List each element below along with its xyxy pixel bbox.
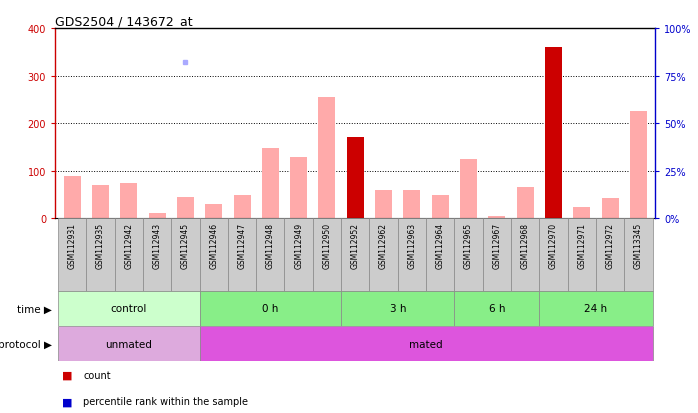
Text: ■: ■ [62,370,73,380]
Text: GSM112967: GSM112967 [492,223,501,268]
Text: GDS2504 / 143672_at: GDS2504 / 143672_at [55,15,193,28]
Bar [149,213,165,219]
Text: GSM112962: GSM112962 [379,223,388,268]
Bar [369,219,398,291]
Bar [262,149,279,219]
Bar [200,326,653,361]
Bar [545,48,562,219]
Text: count: count [83,370,111,380]
Bar [64,176,81,219]
Bar [285,219,313,291]
Bar [290,157,307,219]
Bar [375,190,392,219]
Bar [403,190,420,219]
Bar [596,219,624,291]
Text: mated: mated [409,339,443,349]
Bar [624,219,653,291]
Bar [58,291,200,326]
Bar [573,207,591,219]
Text: unmated: unmated [105,339,152,349]
Text: GSM112935: GSM112935 [96,223,105,268]
Bar [256,219,285,291]
Text: GSM112943: GSM112943 [153,223,161,268]
Bar [432,195,449,219]
Bar [58,219,87,291]
Bar [483,219,511,291]
Bar [630,112,647,219]
Bar [602,199,618,219]
Text: 24 h: 24 h [584,304,607,314]
Text: 0 h: 0 h [262,304,279,314]
Bar [234,195,251,219]
Text: control: control [110,304,147,314]
Bar [120,183,138,219]
Bar [489,216,505,219]
Bar [205,205,222,219]
Text: 6 h: 6 h [489,304,505,314]
Bar [313,219,341,291]
Text: GSM112968: GSM112968 [521,223,530,268]
Bar [143,219,171,291]
Bar [341,219,369,291]
Text: GSM112949: GSM112949 [294,223,303,268]
Bar [347,138,364,219]
Bar [454,219,483,291]
Bar [228,219,256,291]
Text: GSM112945: GSM112945 [181,223,190,268]
Text: GSM112946: GSM112946 [209,223,218,268]
Text: time ▶: time ▶ [17,304,52,314]
Text: GSM112931: GSM112931 [68,223,77,268]
Bar [460,159,477,219]
Bar [540,291,653,326]
Bar [398,219,426,291]
Bar [454,291,540,326]
Bar [341,291,454,326]
Bar [200,291,341,326]
Bar [177,197,194,219]
Text: GSM112970: GSM112970 [549,223,558,268]
Text: GSM112950: GSM112950 [322,223,332,268]
Text: GSM112952: GSM112952 [351,223,359,268]
Bar [318,98,336,219]
Bar [200,219,228,291]
Text: protocol ▶: protocol ▶ [0,339,52,349]
Bar [540,219,567,291]
Bar [58,326,200,361]
Text: GSM112964: GSM112964 [436,223,445,268]
Bar [92,186,109,219]
Bar [517,188,534,219]
Bar [171,219,200,291]
Text: ■: ■ [62,396,73,406]
Text: GSM113345: GSM113345 [634,223,643,268]
Text: GSM112942: GSM112942 [124,223,133,268]
Text: 3 h: 3 h [389,304,406,314]
Text: percentile rank within the sample: percentile rank within the sample [83,396,248,406]
Bar [567,219,596,291]
Text: GSM112965: GSM112965 [464,223,473,268]
Text: GSM112971: GSM112971 [577,223,586,268]
Text: GSM112947: GSM112947 [237,223,246,268]
Bar [511,219,540,291]
Bar [114,219,143,291]
Text: GSM112972: GSM112972 [606,223,615,268]
Text: GSM112948: GSM112948 [266,223,275,268]
Bar [87,219,114,291]
Bar [426,219,454,291]
Text: GSM112963: GSM112963 [408,223,417,268]
